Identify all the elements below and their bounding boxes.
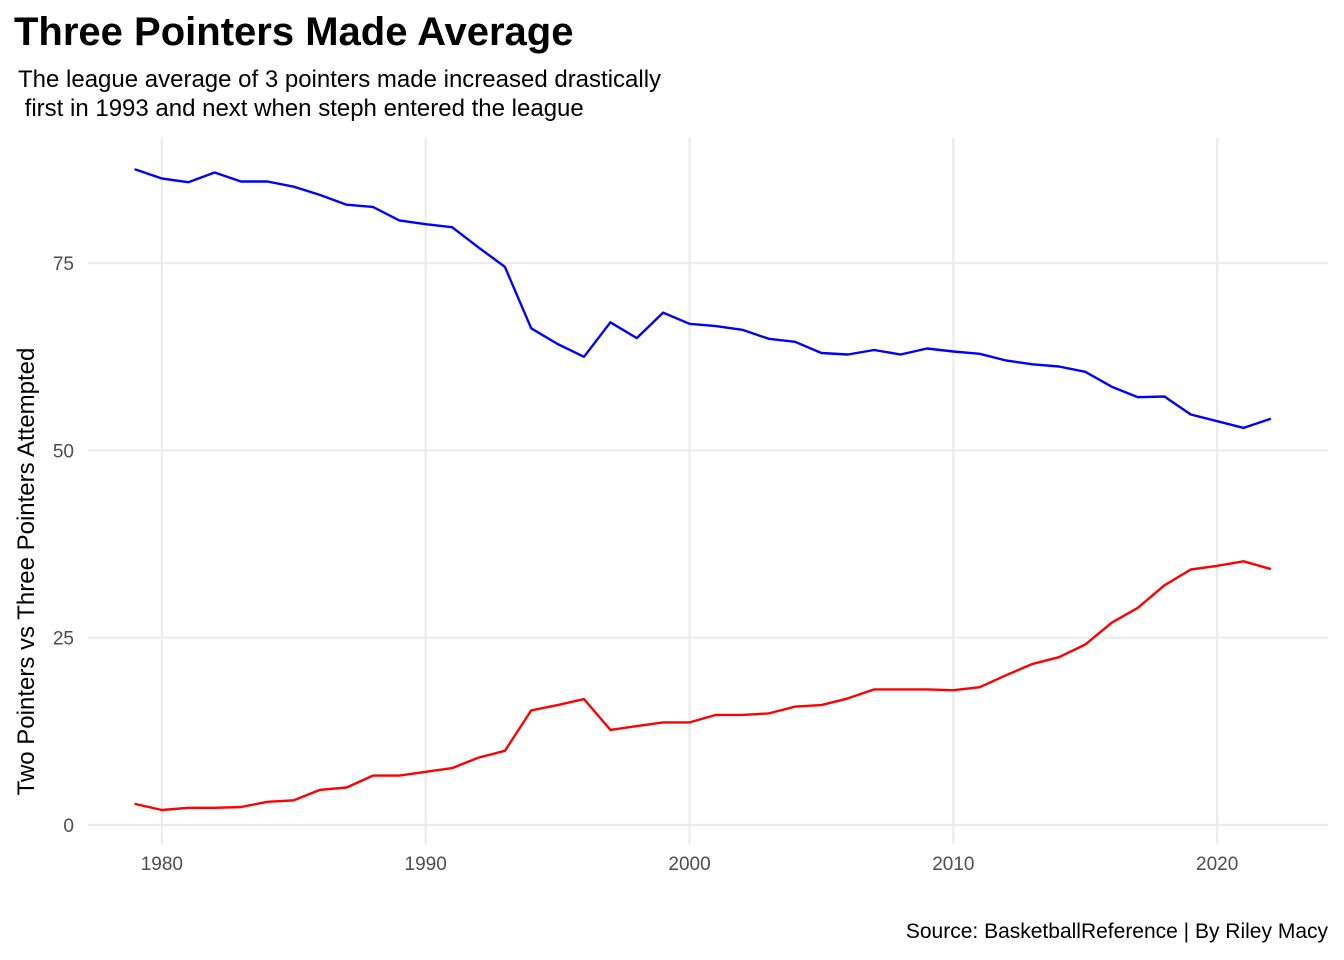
y-axis-title: Two Pointers vs Three Pointers Attempted (13, 348, 40, 796)
series-lines (134, 168, 1272, 812)
x-tick-label: 2000 (668, 854, 710, 875)
series-line-1 (134, 168, 1272, 430)
x-tick-label: 1990 (405, 854, 447, 875)
x-tick-label: 1980 (141, 854, 183, 875)
y-tick-label: 50 (53, 441, 74, 462)
y-tick-label: 75 (53, 254, 74, 275)
series-line-2 (134, 560, 1272, 812)
x-tick-label: 2020 (1196, 854, 1238, 875)
chart-title: Three Pointers Made Average (14, 10, 574, 54)
chart-subtitle-line-2: first in 1993 and next when steph entere… (18, 95, 584, 122)
horizontal-gridlines (88, 262, 1328, 827)
x-tick-labels: 1980 1990 2000 2010 2020 (141, 854, 1239, 875)
y-tick-label: 0 (63, 816, 74, 837)
chart-subtitle-line-1: The league average of 3 pointers made in… (18, 66, 662, 93)
x-tick-label: 2010 (932, 854, 974, 875)
chart-caption: Source: BasketballReference | By Riley M… (905, 920, 1328, 943)
vertical-gridlines (160, 137, 1219, 844)
y-tick-label: 25 (53, 629, 74, 650)
y-tick-labels: 0 25 50 75 (53, 254, 74, 837)
